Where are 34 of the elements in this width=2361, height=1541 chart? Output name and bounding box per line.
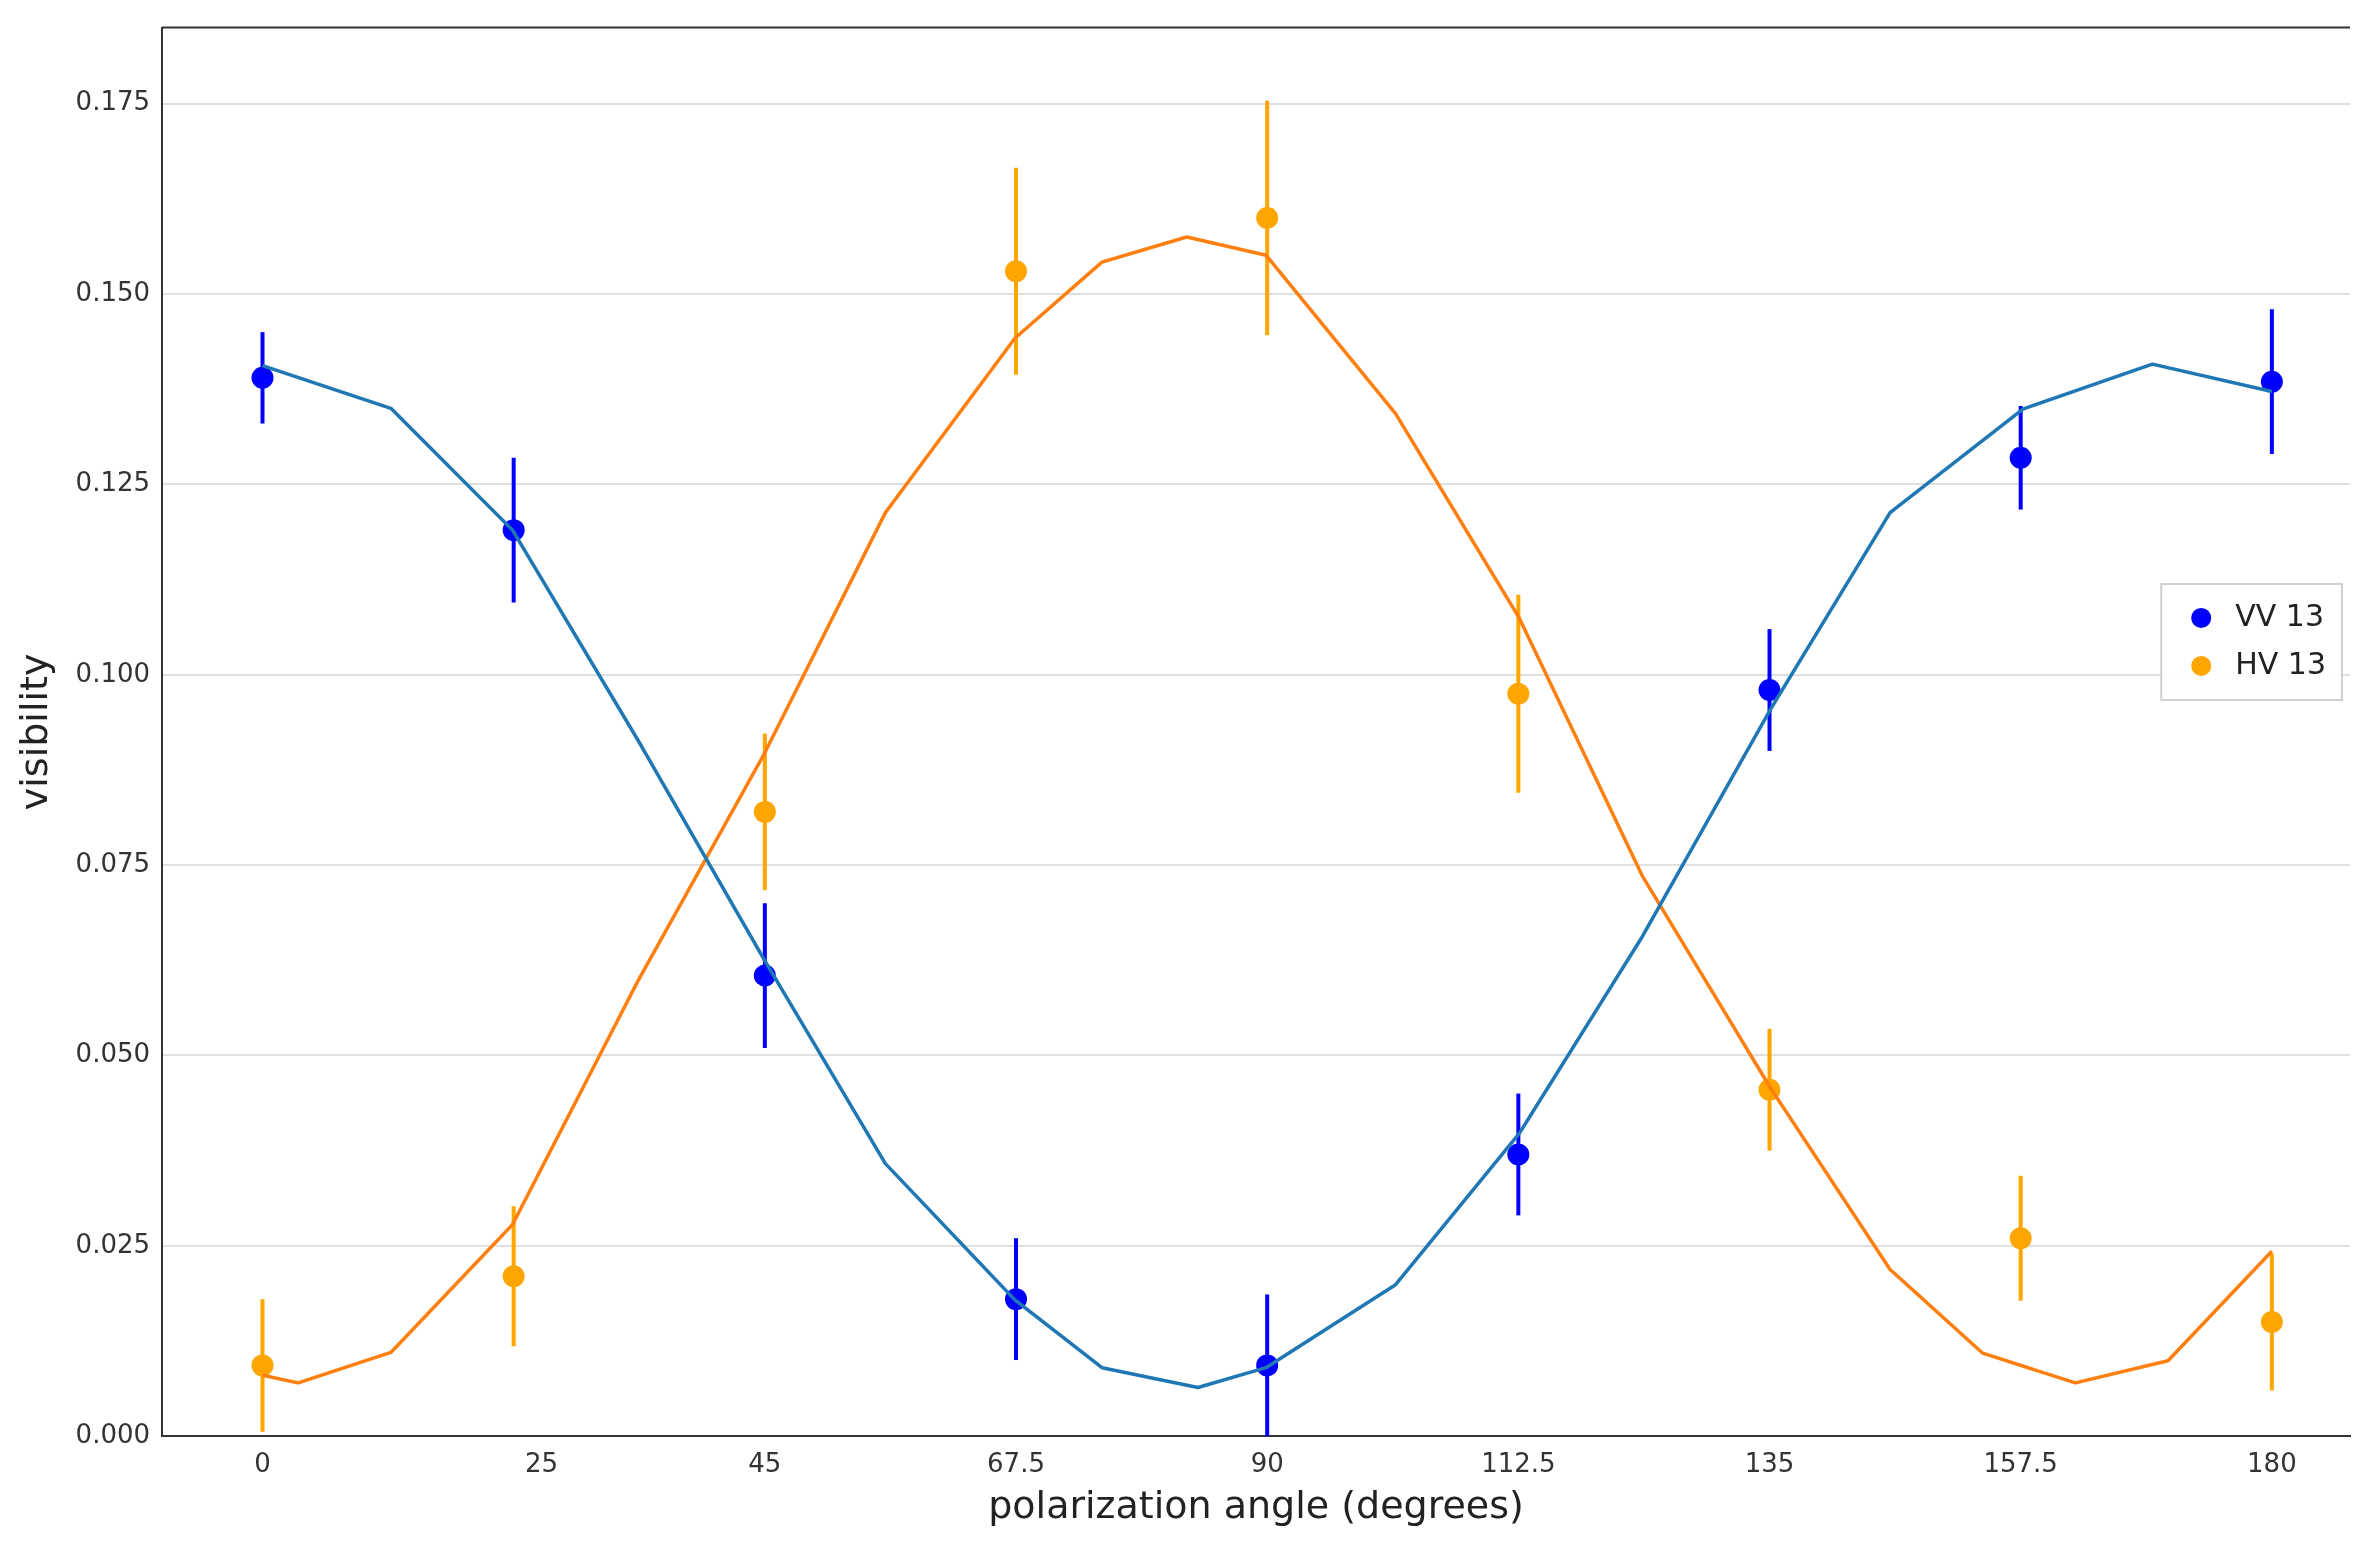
x-tick-label: 135 (1744, 1447, 1795, 1478)
y-axis-title: visibility (11, 653, 56, 811)
point (2009, 1227, 2032, 1250)
point (1507, 682, 1530, 705)
point (1758, 679, 1781, 702)
x-tick-label: 0 (254, 1447, 271, 1478)
point (1005, 260, 1028, 283)
point (753, 800, 776, 823)
point (1507, 1143, 1530, 1166)
y-tick-label: 0.050 (75, 1038, 151, 1069)
x-tick-label: 45 (748, 1447, 782, 1478)
x-tick-label: 112.5 (1481, 1447, 1556, 1478)
y-tick-label: 0.125 (75, 467, 151, 498)
point (1256, 206, 1279, 229)
point (2260, 1310, 2283, 1333)
y-tick-label: 0.100 (75, 657, 151, 688)
point (251, 1354, 274, 1377)
x-tick-label: 67.5 (987, 1447, 1045, 1478)
y-tick-label: 0.025 (75, 1228, 151, 1259)
legend-label: HV 13 (2235, 645, 2327, 681)
x-tick-label: 180 (2247, 1447, 2297, 1478)
y-tick-label: 0.175 (75, 86, 151, 117)
y-tick-label: 0.075 (75, 847, 151, 878)
x-tick-label: 25 (525, 1447, 559, 1478)
x-axis-title: polarization angle (degrees) (988, 1483, 1524, 1528)
x-tick-label: 157.5 (1983, 1447, 2058, 1478)
point (2009, 446, 2032, 469)
point (2260, 370, 2283, 393)
y-tick-label: 0.000 (75, 1418, 151, 1449)
legend-label: VV 13 (2235, 597, 2324, 633)
point (502, 1265, 525, 1288)
point (251, 366, 274, 389)
x-tick-label: 90 (1250, 1447, 1284, 1478)
y-tick-label: 0.150 (75, 276, 151, 307)
